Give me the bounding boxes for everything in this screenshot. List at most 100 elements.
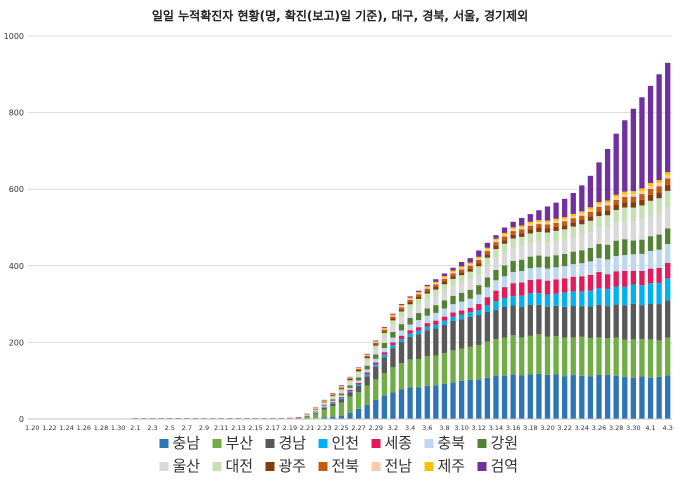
- bar-segment: [510, 221, 516, 228]
- bar-segment: [501, 243, 508, 253]
- bar-segment: [570, 213, 576, 217]
- bar-segment: [630, 191, 637, 194]
- bar-segment: [562, 376, 568, 419]
- x-tick-label: 3.24: [575, 424, 589, 432]
- legend-item: 울산: [159, 457, 201, 475]
- x-tick-label: 1.20: [25, 424, 39, 432]
- bar-segment: [398, 389, 405, 419]
- bar-segment: [613, 197, 619, 200]
- legend-swatch: [477, 439, 487, 448]
- bar-segment: [364, 356, 370, 359]
- bar-segment: [338, 395, 345, 398]
- bar-segment: [544, 306, 551, 337]
- x-tick-label: 2.27: [351, 424, 365, 432]
- bar-segment: [338, 385, 345, 387]
- bar-segment: [321, 401, 327, 402]
- bar-segment: [450, 276, 456, 279]
- bar-segment: [613, 375, 619, 419]
- x-tick-label: 1.22: [42, 424, 56, 432]
- bar-segment: [390, 348, 396, 368]
- bar-segment: [570, 337, 576, 376]
- bar-segment: [501, 276, 508, 288]
- bar-segment: [416, 296, 422, 299]
- bar-segment: [373, 358, 379, 363]
- x-tick-label: 2.29: [369, 424, 383, 432]
- bar-segment: [553, 222, 559, 227]
- bar-segment: [398, 307, 405, 310]
- bar-segment: [441, 290, 448, 301]
- bar-segment: [484, 265, 491, 278]
- bar-segment: [398, 335, 405, 339]
- x-tick-label: 2.9: [199, 424, 209, 432]
- bar-segment: [398, 309, 405, 312]
- bar-segment: [373, 342, 379, 345]
- y-tick-label: 800: [9, 109, 24, 118]
- bar-segment: [587, 216, 594, 221]
- bar-segment: [373, 341, 379, 342]
- bar-segment: [441, 278, 448, 282]
- bar-segment: [519, 227, 525, 230]
- x-tick-label: 3.6: [422, 424, 432, 432]
- bar-segment: [579, 235, 585, 251]
- bar-segment: [613, 210, 619, 223]
- bar-segment: [665, 172, 671, 176]
- bar-segment: [493, 301, 499, 310]
- bar-segment: [484, 257, 491, 266]
- bar-segment: [364, 361, 370, 366]
- bar-segment: [604, 205, 611, 211]
- bar-segment: [553, 202, 559, 219]
- bar-segment: [441, 277, 448, 279]
- bar-segment: [544, 232, 551, 243]
- x-tick-label: 2.23: [317, 424, 331, 432]
- bar-segment: [416, 334, 422, 359]
- bar-segment: [570, 218, 576, 223]
- bar-segment: [579, 215, 585, 220]
- bar-segment: [381, 342, 387, 348]
- bar-segment: [355, 384, 362, 387]
- bar-segment: [630, 221, 637, 241]
- bar-segment: [587, 247, 594, 262]
- bar-segment: [656, 180, 662, 184]
- bar-segment: [647, 200, 654, 216]
- bar-segment: [613, 271, 619, 287]
- legend-item: 전북: [318, 457, 359, 475]
- bar-segment: [493, 309, 499, 340]
- bar-segment: [338, 398, 345, 400]
- legend-swatch: [265, 462, 275, 471]
- bar-segment: [355, 383, 362, 385]
- bar-segment: [536, 227, 542, 232]
- legend-label: 울산: [173, 457, 201, 475]
- bar-segment: [510, 283, 516, 297]
- bar-segment: [416, 320, 422, 328]
- legend-item: 인천: [318, 434, 359, 452]
- bar-segment: [355, 408, 362, 419]
- bar-segment: [639, 253, 645, 271]
- bar-segment: [312, 413, 319, 415]
- x-tick-label: 1.28: [94, 424, 108, 432]
- bar-segment: [544, 228, 551, 233]
- bar-segment: [450, 278, 456, 286]
- bar-segment: [501, 232, 508, 235]
- bar-segment: [381, 352, 387, 355]
- legend-label: 세종: [385, 434, 413, 452]
- bar-segment: [630, 207, 637, 222]
- bar-segment: [519, 236, 525, 247]
- bar-segment: [381, 395, 387, 419]
- legend-item: 제주: [424, 457, 465, 475]
- bar-segment: [330, 403, 336, 407]
- bar-segment: [407, 317, 413, 325]
- bar-segment: [604, 215, 611, 228]
- bar-segment: [587, 211, 594, 217]
- bar-segment: [665, 178, 671, 185]
- bar-segment: [553, 279, 559, 294]
- bar-segment: [665, 375, 671, 419]
- bar-segment: [587, 337, 594, 377]
- legend-label: 충남: [173, 434, 201, 452]
- bar-segment: [596, 304, 602, 338]
- bar-segment: [553, 374, 559, 419]
- bar-segment: [510, 374, 516, 419]
- bar-segment: [390, 325, 396, 332]
- bar-segment: [501, 375, 508, 419]
- x-tick-label: 1.26: [77, 424, 91, 432]
- bar-segment: [450, 320, 456, 351]
